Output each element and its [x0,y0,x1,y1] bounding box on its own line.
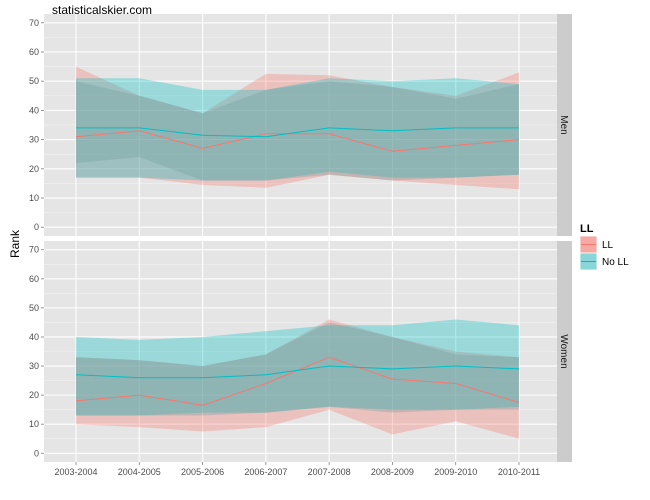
x-tick-label: 2006-2007 [244,467,287,477]
ribbon-inner-no-ll [76,322,519,416]
y-tick-label: 60 [29,274,39,284]
legend-label: LL [602,240,614,251]
y-tick-label: 50 [29,76,39,86]
legend-item: No LL [579,252,629,271]
legend-title: LL [580,223,594,235]
legend-label: No LL [602,257,629,268]
y-tick-label: 70 [29,18,39,28]
x-tick-label: 2008-2009 [371,467,414,477]
series-line-no-ll [75,365,520,379]
x-tick-label: 2004-2005 [118,467,161,477]
ribbon-inner-ll [76,81,519,181]
ribbon-inner-no-ll [76,81,519,181]
x-tick-label: 2003-2004 [54,467,97,477]
facet-strip-label: Men [558,115,569,134]
x-tick-label: 2005-2006 [181,467,224,477]
ribbon-outer-ll [76,66,519,190]
x-tick-label: 2007-2008 [308,467,351,477]
x-tick-label: 2009-2010 [434,467,477,477]
y-tick-label: 50 [29,303,39,313]
ribbon-inner-ll [76,322,519,416]
facet-strip-label: Women [558,334,569,368]
y-tick-label: 20 [29,164,39,174]
y-tick-label: 0 [34,222,39,232]
series-line-ll [75,130,520,152]
ribbon-outer-no-ll [76,78,519,181]
panel-men: 0 10 20 30 40 50 60 70 Men [29,14,572,236]
panel-women: 0 10 20 30 40 50 60 70 Women [29,241,572,462]
y-tick-label: 60 [29,47,39,57]
y-tick-label: 70 [29,245,39,255]
series-line-no-ll [76,127,519,138]
y-tick-label: 40 [29,332,39,342]
y-tick-label: 10 [29,419,39,429]
ribbon-outer-ll [76,319,519,439]
facet-strip [557,241,572,462]
x-tick-label: 2010-2011 [498,467,540,477]
y-axis-title: Rank [8,229,22,258]
y-tick-label: 40 [29,105,39,115]
legend: LL LL No LL [579,223,629,271]
ribbon-outer-no-ll [76,319,519,416]
y-tick-label: 20 [29,390,39,400]
y-tick-label: 30 [29,135,39,145]
watermark-text: statisticalskier.com [52,3,152,17]
y-tick-label: 0 [34,448,39,458]
y-tick-label: 30 [29,361,39,371]
x-axis: 2003-2004 2004-2005 2005-2006 2006-2007 2007… [54,462,540,477]
facet-strip [557,14,572,236]
facet-panels: 0 10 20 30 40 50 60 70 Men 0 10 20 30 40 50 60 70 Women [29,14,572,462]
y-tick-label: 10 [29,193,39,203]
legend-item: LL [579,235,614,254]
